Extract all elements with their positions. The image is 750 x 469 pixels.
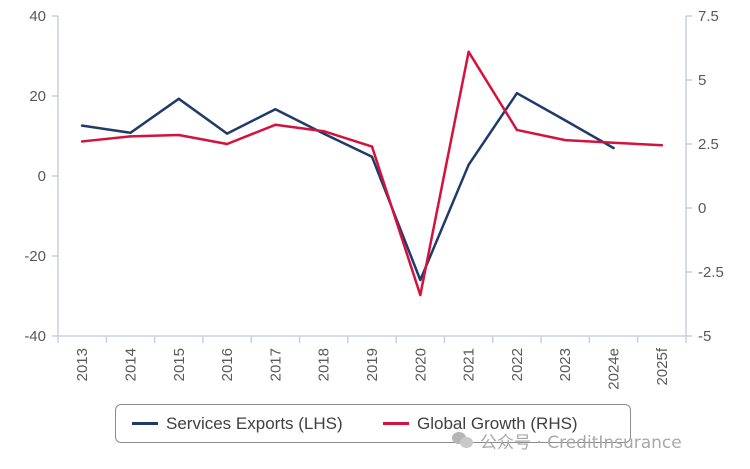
legend-label-global-growth: Global Growth (RHS) xyxy=(417,413,578,433)
right-tick-label: 5 xyxy=(698,72,706,89)
x-tick-label: 2023 xyxy=(557,348,574,381)
data-point xyxy=(177,97,180,101)
x-tick-label: 2017 xyxy=(267,348,284,381)
right-axis-ticks: 7.5 5 2.5 0 -2.5 -5 xyxy=(686,8,724,345)
legend-swatch-global-growth xyxy=(383,422,409,425)
x-tick-label: 2015 xyxy=(171,348,188,381)
left-tick-label: 0 xyxy=(38,168,46,185)
x-axis-ticks: 2013 2014 2015 2016 2017 2018 2019 2020 2021 2022… xyxy=(57,336,687,390)
data-point xyxy=(467,163,470,166)
data-point xyxy=(80,124,84,127)
x-tick-label: 2021 xyxy=(461,348,478,381)
left-tick-label: -40 xyxy=(24,328,46,345)
series-line xyxy=(80,91,615,282)
x-tick-label: 2020 xyxy=(412,348,429,381)
data-point xyxy=(564,119,567,122)
data-point xyxy=(274,108,277,111)
x-tick-label: 2018 xyxy=(316,348,333,381)
data-point xyxy=(225,142,229,146)
left-tick-label: -20 xyxy=(24,248,46,265)
series-layer xyxy=(80,50,664,297)
right-tick-label: 7.5 xyxy=(698,8,719,25)
data-point xyxy=(129,135,132,138)
legend: Services Exports (LHS) Global Growth (RH… xyxy=(115,404,631,443)
data-point xyxy=(419,293,422,297)
right-tick-label: 0 xyxy=(698,200,706,217)
data-point xyxy=(660,144,664,147)
x-tick-label: 2022 xyxy=(509,348,526,381)
data-point xyxy=(322,132,325,135)
data-point xyxy=(80,140,84,143)
x-tick-label: 2014 xyxy=(122,348,139,381)
legend-label-services-exports: Services Exports (LHS) xyxy=(166,413,343,433)
left-tick-label: 20 xyxy=(29,88,46,105)
data-point xyxy=(564,138,567,142)
series-global-growth xyxy=(80,50,664,297)
legend-item-global-growth[interactable]: Global Growth (RHS) xyxy=(383,405,578,442)
data-point xyxy=(370,145,374,148)
series-line xyxy=(80,50,664,297)
data-point xyxy=(515,128,519,132)
legend-swatch-services-exports xyxy=(132,422,158,425)
data-point xyxy=(612,146,615,150)
right-tick-label: -2.5 xyxy=(698,264,724,281)
data-point xyxy=(225,132,229,135)
left-tick-label: 40 xyxy=(29,8,46,25)
x-tick-label: 2024e xyxy=(606,348,623,390)
data-point xyxy=(419,278,422,282)
x-tick-label: 2019 xyxy=(364,348,381,381)
data-point xyxy=(612,141,615,144)
watermark: 公众号 · CreditInsurance xyxy=(452,428,682,453)
data-point xyxy=(515,92,519,95)
wechat-icon xyxy=(452,431,474,450)
x-tick-label: 2016 xyxy=(219,348,236,381)
right-tick-label: -5 xyxy=(698,328,711,345)
x-tick-label: 2025f xyxy=(654,347,671,385)
data-point xyxy=(274,123,277,127)
x-tick-label: 2013 xyxy=(74,348,91,381)
right-tick-label: 2.5 xyxy=(698,136,719,153)
series-services-exports xyxy=(80,91,615,282)
data-point xyxy=(129,131,132,134)
data-point xyxy=(370,155,374,158)
data-point xyxy=(177,133,180,137)
data-point xyxy=(322,130,325,133)
left-axis-ticks: 40 20 0 -20 -40 xyxy=(24,8,58,345)
legend-item-services-exports[interactable]: Services Exports (LHS) xyxy=(132,405,343,442)
data-point xyxy=(467,50,470,54)
watermark-text: 公众号 · CreditInsurance xyxy=(480,433,682,453)
chart-axes xyxy=(57,16,687,337)
